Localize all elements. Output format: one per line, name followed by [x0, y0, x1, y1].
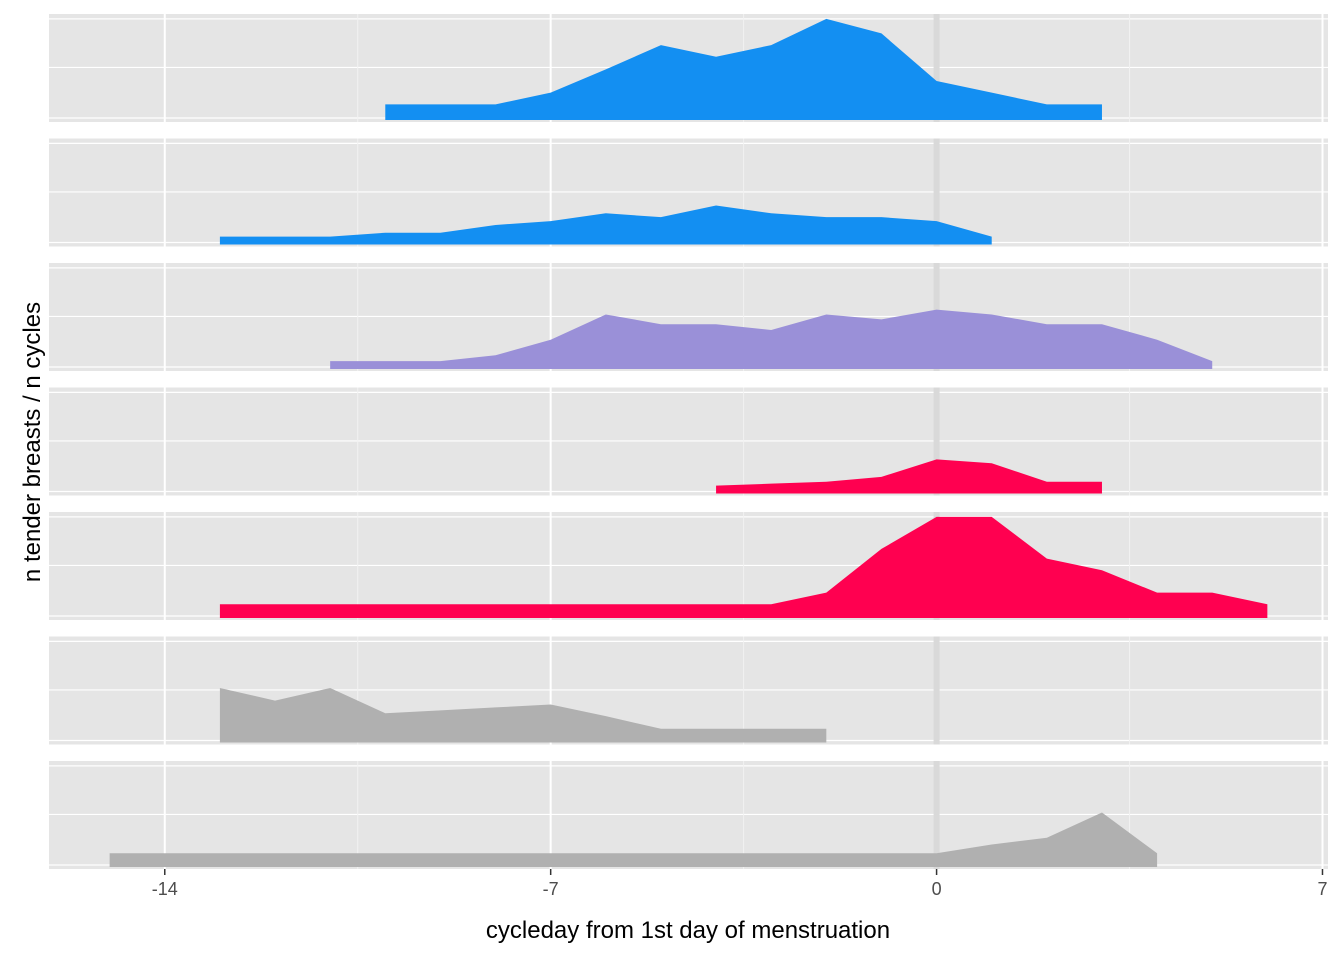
- facet-panel-1: [49, 14, 1328, 122]
- y-axis-title: n tender breasts / n cycles: [19, 302, 46, 582]
- facet-panel-5: [49, 512, 1328, 620]
- area-series-2: [219, 205, 992, 245]
- area-series-5: [219, 516, 1268, 618]
- facet-panels: [49, 14, 1328, 869]
- area-series-1: [385, 18, 1102, 120]
- x-tick-label: -7: [543, 879, 559, 899]
- x-axis-title: cycleday from 1st day of menstruation: [486, 917, 890, 944]
- facet-panel-4: [49, 387, 1328, 496]
- x-axis: -14 -7 0 7: [152, 869, 1327, 899]
- x-tick-label: -14: [152, 879, 178, 899]
- facet-panel-2: [49, 138, 1328, 247]
- facet-panel-6: [49, 636, 1328, 745]
- area-series-4: [716, 459, 1102, 494]
- x-tick-label: 7: [1317, 879, 1327, 899]
- area-series-6: [219, 687, 827, 743]
- facet-panel-7: [49, 761, 1328, 869]
- facet-panel-3: [49, 263, 1328, 371]
- area-series-3: [330, 309, 1213, 369]
- x-tick-label: 0: [932, 879, 942, 899]
- area-series-7: [109, 812, 1158, 867]
